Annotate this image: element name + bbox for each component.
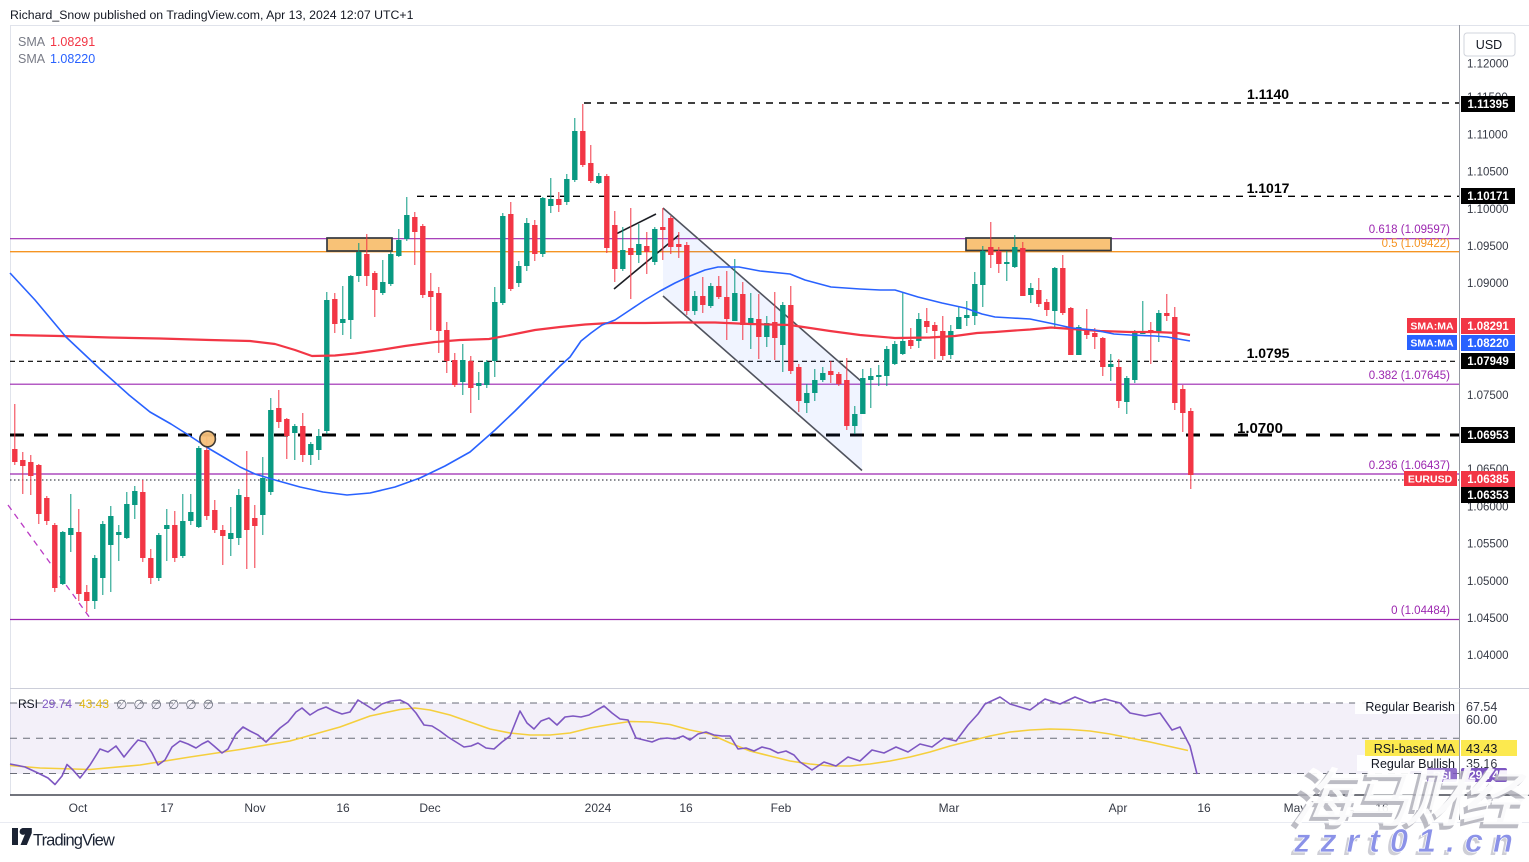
- svg-text:SMA:MA: SMA:MA: [1410, 321, 1454, 333]
- svg-text:1.09000: 1.09000: [1467, 278, 1509, 290]
- svg-text:Dec: Dec: [419, 801, 440, 815]
- svg-text:RSI: RSI: [18, 697, 38, 711]
- svg-text:1.06385: 1.06385: [1467, 474, 1509, 486]
- svg-text:Regular Bullish: Regular Bullish: [1371, 757, 1455, 771]
- svg-text:1.08220: 1.08220: [50, 52, 95, 66]
- svg-text:1.06000: 1.06000: [1467, 501, 1509, 513]
- svg-text:16: 16: [336, 801, 350, 815]
- svg-text:Regular Bearish: Regular Bearish: [1365, 700, 1455, 714]
- svg-text:1.10500: 1.10500: [1467, 167, 1509, 179]
- svg-text:1.07500: 1.07500: [1467, 390, 1509, 402]
- svg-text:1.08220: 1.08220: [1467, 338, 1509, 350]
- svg-text:1.11395: 1.11395: [1468, 99, 1510, 111]
- svg-text:0.618 (1.09597): 0.618 (1.09597): [1369, 224, 1450, 236]
- svg-text:USD: USD: [1476, 38, 1502, 52]
- svg-text:EURUSD: EURUSD: [1408, 474, 1453, 486]
- svg-text:1.07949: 1.07949: [1467, 356, 1509, 368]
- svg-text:1.06353: 1.06353: [1467, 490, 1509, 502]
- svg-text:1.0700: 1.0700: [1237, 420, 1283, 437]
- svg-text:2024: 2024: [585, 801, 612, 815]
- svg-text:0.382 (1.07645): 0.382 (1.07645): [1369, 370, 1450, 382]
- svg-text:1.1140: 1.1140: [1247, 86, 1289, 102]
- svg-text:zzrt01.cn: zzrt01.cn: [1290, 825, 1519, 857]
- svg-text:29.74: 29.74: [1469, 768, 1499, 782]
- svg-text:1.08291: 1.08291: [50, 35, 95, 49]
- svg-text:∅∅∅∅∅∅: ∅∅∅∅∅∅: [116, 697, 220, 712]
- svg-text:Feb: Feb: [771, 801, 792, 815]
- svg-text:SMA:MA: SMA:MA: [1410, 338, 1454, 350]
- svg-text:RSI-based MA: RSI-based MA: [1374, 742, 1456, 756]
- svg-text:SMA: SMA: [18, 52, 46, 66]
- svg-text:43.43: 43.43: [79, 697, 109, 711]
- svg-text:海马财经: 海马财经: [1288, 769, 1527, 838]
- svg-text:35.16: 35.16: [1466, 757, 1497, 771]
- svg-text:1.05000: 1.05000: [1467, 576, 1509, 588]
- svg-text:1.08291: 1.08291: [1467, 321, 1509, 333]
- svg-text:67.54: 67.54: [1466, 700, 1497, 714]
- svg-text:SMA: SMA: [18, 35, 46, 49]
- svg-text:16: 16: [679, 801, 693, 815]
- svg-text:1.10171: 1.10171: [1467, 191, 1509, 203]
- svg-text:0.236 (1.06437): 0.236 (1.06437): [1369, 460, 1450, 472]
- svg-text:1.0795: 1.0795: [1247, 345, 1290, 361]
- svg-text:1.1017: 1.1017: [1247, 180, 1290, 196]
- svg-text:Oct: Oct: [69, 801, 88, 815]
- svg-text:0.5 (1.09422): 0.5 (1.09422): [1382, 238, 1451, 250]
- svg-text:zzrt01.cn: zzrt01.cn: [1293, 822, 1522, 857]
- svg-text:Richard_Snow published on Trad: Richard_Snow published on TradingView.co…: [10, 8, 414, 22]
- svg-text:60.00: 60.00: [1466, 713, 1497, 727]
- svg-text:TradingView: TradingView: [33, 832, 115, 850]
- svg-text:29.74: 29.74: [42, 697, 72, 711]
- svg-text:16: 16: [1375, 801, 1389, 815]
- svg-text:0 (1.04484): 0 (1.04484): [1391, 605, 1450, 617]
- svg-text:海马财经: 海马财经: [1292, 765, 1529, 834]
- svg-text:1.05500: 1.05500: [1467, 539, 1509, 551]
- svg-text:1.12000: 1.12000: [1467, 58, 1509, 70]
- svg-text:Mar: Mar: [939, 801, 960, 815]
- svg-text:RSI: RSI: [1433, 770, 1451, 782]
- svg-text:May: May: [1284, 801, 1307, 815]
- svg-text:1.04000: 1.04000: [1467, 650, 1509, 662]
- svg-text:1.09500: 1.09500: [1467, 241, 1509, 253]
- svg-text:Nov: Nov: [244, 801, 265, 815]
- svg-text:1.04500: 1.04500: [1467, 613, 1509, 625]
- svg-text:1.11000: 1.11000: [1467, 129, 1508, 141]
- svg-text:Apr: Apr: [1109, 801, 1128, 815]
- svg-text:17: 17: [160, 801, 174, 815]
- svg-text:16: 16: [1197, 801, 1211, 815]
- svg-text:1.06953: 1.06953: [1467, 430, 1509, 442]
- svg-text:1.10000: 1.10000: [1467, 204, 1509, 216]
- svg-text:43.43: 43.43: [1466, 742, 1497, 756]
